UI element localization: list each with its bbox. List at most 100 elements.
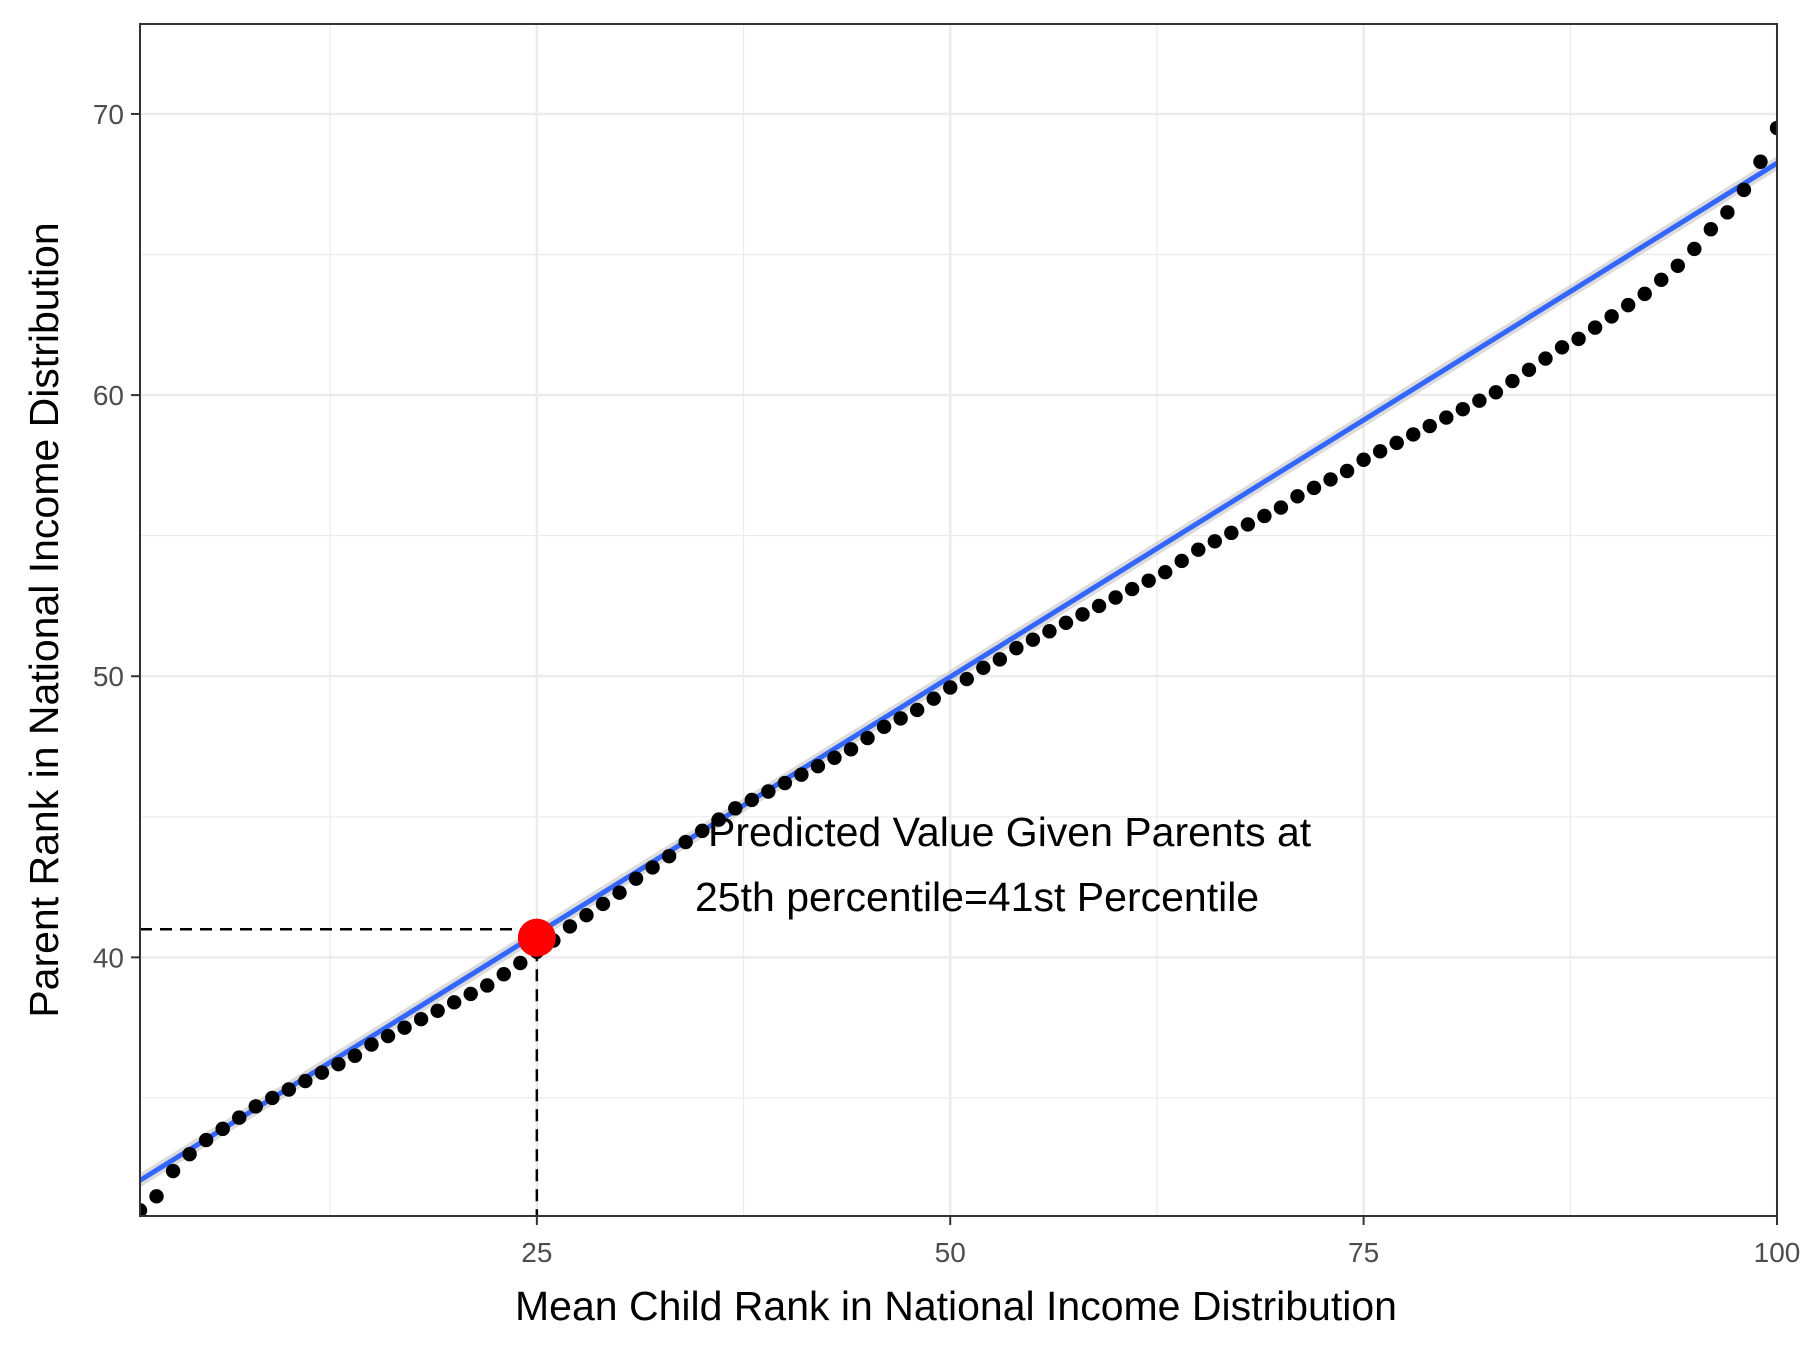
data-point xyxy=(480,978,495,993)
data-point xyxy=(628,871,644,886)
highlighted-prediction xyxy=(517,918,556,957)
annotation-line-1: Predicted Value Given Parents at xyxy=(708,809,1312,855)
data-point xyxy=(876,719,892,735)
reference-lines xyxy=(140,927,539,1216)
data-point xyxy=(1009,640,1024,656)
data-point xyxy=(1091,598,1107,614)
data-point xyxy=(446,995,462,1010)
predicted-point xyxy=(517,918,556,957)
x-tick-label: 75 xyxy=(1348,1237,1379,1268)
data-point xyxy=(976,660,991,675)
data-point xyxy=(1058,615,1074,631)
data-point xyxy=(678,834,693,850)
data-point xyxy=(810,758,826,774)
data-point xyxy=(430,1003,445,1018)
data-point xyxy=(298,1073,313,1089)
data-point xyxy=(1339,463,1355,479)
data-point xyxy=(1372,444,1388,459)
data-point xyxy=(281,1082,297,1097)
data-point xyxy=(1439,410,1454,425)
data-point xyxy=(1538,351,1553,366)
data-point xyxy=(331,1056,346,1072)
y-tick-label: 60 xyxy=(93,380,124,411)
data-point xyxy=(1654,272,1669,288)
data-point xyxy=(232,1110,247,1125)
data-point xyxy=(1571,331,1586,347)
data-point xyxy=(1769,120,1777,136)
data-point xyxy=(1124,581,1140,597)
data-point xyxy=(513,955,528,971)
data-point xyxy=(1604,309,1619,324)
data-point xyxy=(926,691,941,706)
data-point xyxy=(909,702,925,718)
data-point xyxy=(1637,286,1652,302)
data-point xyxy=(860,730,875,746)
annotation-line-2: 25th percentile=41st Percentile xyxy=(695,874,1259,920)
data-point xyxy=(1389,435,1404,451)
data-point xyxy=(1025,632,1041,647)
x-tick-label: 50 xyxy=(935,1237,966,1268)
data-point xyxy=(992,652,1008,667)
data-point xyxy=(1290,489,1305,504)
data-point xyxy=(1472,393,1487,408)
data-point xyxy=(1240,517,1256,532)
data-point xyxy=(761,784,776,799)
data-point xyxy=(562,919,578,934)
data-point xyxy=(1306,480,1322,496)
data-point xyxy=(1273,500,1289,515)
data-point xyxy=(1521,362,1537,377)
data-point xyxy=(893,711,908,726)
data-point xyxy=(744,792,760,808)
data-point xyxy=(1703,222,1719,237)
data-point xyxy=(695,823,710,839)
data-point xyxy=(1554,340,1570,355)
data-point xyxy=(347,1048,363,1063)
axes: 25 50 75 100 40 50 60 70 xyxy=(93,99,1800,1268)
data-point xyxy=(1042,624,1057,639)
data-point xyxy=(1174,553,1189,569)
data-point xyxy=(943,680,958,695)
data-point xyxy=(248,1099,263,1114)
data-point xyxy=(1191,542,1206,557)
x-tick-label: 25 xyxy=(521,1237,552,1268)
data-point xyxy=(794,767,809,782)
y-tick-label: 70 xyxy=(93,99,124,130)
data-point xyxy=(364,1037,379,1052)
data-point xyxy=(1488,385,1504,400)
data-point xyxy=(711,812,726,827)
data-point xyxy=(182,1146,197,1162)
data-point xyxy=(959,671,974,687)
data-point xyxy=(140,1203,148,1216)
data-point xyxy=(645,860,660,875)
minor-gridlines xyxy=(140,24,1777,1216)
data-point xyxy=(1753,154,1768,169)
data-point xyxy=(661,848,677,864)
data-point xyxy=(1224,525,1239,541)
data-point xyxy=(579,907,594,923)
y-axis-title: Parent Rank in National Income Distribut… xyxy=(21,222,67,1017)
data-point xyxy=(1323,472,1338,487)
data-point xyxy=(1720,205,1735,220)
data-point xyxy=(1587,320,1603,335)
data-point xyxy=(1141,573,1156,588)
data-point xyxy=(1505,373,1520,389)
data-point xyxy=(1075,607,1090,622)
data-point xyxy=(827,750,842,765)
data-point xyxy=(1406,427,1421,442)
fit-line xyxy=(140,161,1777,1183)
data-point xyxy=(1157,565,1173,580)
data-point xyxy=(1207,534,1222,549)
data-point xyxy=(1687,241,1702,257)
data-point xyxy=(165,1163,181,1179)
data-point xyxy=(314,1065,330,1080)
data-point xyxy=(149,1189,164,1204)
data-point xyxy=(777,775,793,791)
data-point xyxy=(198,1132,214,1148)
data-point xyxy=(1356,452,1371,467)
data-point xyxy=(1455,401,1471,417)
x-axis-title: Mean Child Rank in National Income Distr… xyxy=(515,1283,1397,1329)
data-point xyxy=(413,1012,429,1027)
